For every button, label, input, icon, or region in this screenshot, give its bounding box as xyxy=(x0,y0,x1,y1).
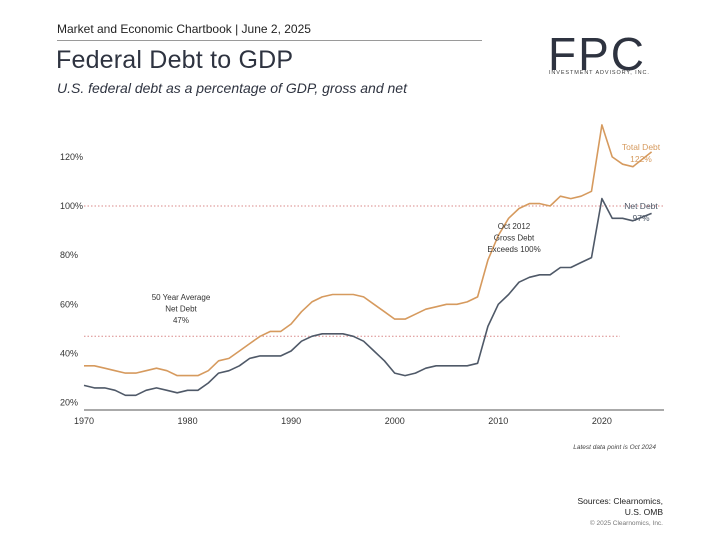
sources: Sources: Clearnomics, U.S. OMB xyxy=(577,496,663,518)
x-tick-label: 2020 xyxy=(592,416,612,426)
chart-title: Federal Debt to GDP xyxy=(56,46,294,74)
x-tick-label: 1980 xyxy=(178,416,198,426)
annotation-line: 47% xyxy=(173,316,189,325)
annotation-line: 50 Year Average xyxy=(152,293,211,302)
series-line-total-debt xyxy=(84,124,653,377)
x-tick-label: 2000 xyxy=(385,416,405,426)
chart-subtitle: U.S. federal debt as a percentage of GDP… xyxy=(57,80,407,96)
logo-text: FPC xyxy=(548,28,646,80)
fpc-logo: FPC xyxy=(548,28,646,80)
annotation-line: Oct 2012 xyxy=(498,222,531,231)
y-axis-ticks: 20% 40% 60% 80% 100% 120% xyxy=(60,152,83,408)
annotation-line: Exceeds 100% xyxy=(487,245,540,254)
y-tick-label: 20% xyxy=(60,398,78,408)
logo-subtext: INVESTMENT ADVISORY, INC. xyxy=(549,70,650,76)
sources-line-1: Sources: Clearnomics, xyxy=(577,496,663,506)
x-axis-ticks: 1970 1980 1990 2000 2010 2020 xyxy=(74,416,612,426)
y-tick-label: 40% xyxy=(60,348,78,358)
series-line-net-debt xyxy=(83,197,652,397)
annotation-line: Net Debt xyxy=(165,305,197,314)
series-end-value: 122% xyxy=(630,154,652,164)
series-lines xyxy=(83,124,653,397)
reference-lines xyxy=(84,205,664,337)
y-tick-label: 60% xyxy=(60,299,78,309)
series-end-labels: Total Debt 122% Net Debt 97% xyxy=(622,142,661,223)
x-tick-label: 2010 xyxy=(488,416,508,426)
annotation-line: Gross Debt xyxy=(494,234,535,243)
header-divider xyxy=(57,40,482,41)
x-tick-label: 1970 xyxy=(74,416,94,426)
series-end-value: 97% xyxy=(632,213,649,223)
copyright: © 2025 Clearnomics, Inc. xyxy=(589,520,663,527)
y-tick-label: 80% xyxy=(60,250,78,260)
x-tick-label: 1990 xyxy=(281,416,301,426)
y-tick-label: 100% xyxy=(60,201,83,211)
series-end-label: Net Debt xyxy=(624,201,658,211)
y-tick-label: 120% xyxy=(60,152,83,162)
chart-annotations: 50 Year Average Net Debt 47% Oct 2012 Gross … xyxy=(152,222,541,325)
chartbook-header: Market and Economic Chartbook | June 2, … xyxy=(57,22,311,36)
footnote: Latest data point is Oct 2024 xyxy=(573,444,656,451)
series-end-label: Total Debt xyxy=(622,142,661,152)
sources-line-2: U.S. OMB xyxy=(624,507,663,517)
